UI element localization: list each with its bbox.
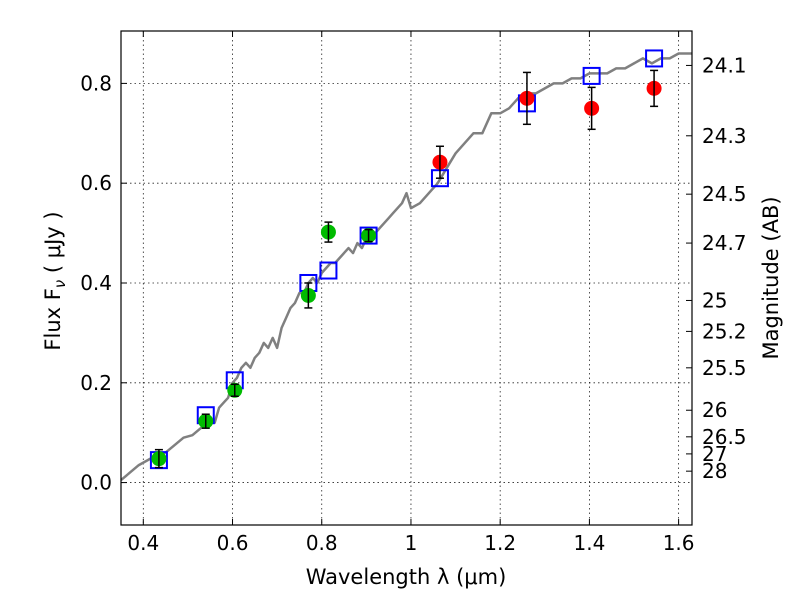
x-tick-label: 1.4 xyxy=(573,531,605,555)
x-tick-label: 1.6 xyxy=(663,531,695,555)
magnitude-tick-label: 25.2 xyxy=(702,319,747,343)
x-tick-label: 1.2 xyxy=(484,531,516,555)
model-photometry-square xyxy=(645,49,664,68)
y-axis-label: Flux Fν ( μJy ) xyxy=(41,211,69,350)
y-tick-label: 0.2 xyxy=(80,371,112,395)
magnitude-tick-label: 24.3 xyxy=(702,124,747,148)
magnitude-tick-label: 28 xyxy=(702,459,727,483)
magnitude-tick-label: 25.5 xyxy=(702,356,747,380)
data-point xyxy=(584,86,600,131)
data-point xyxy=(198,413,214,429)
data-point xyxy=(519,71,535,126)
model-photometry-layer xyxy=(149,49,664,470)
magnitude-tick-label: 25 xyxy=(702,288,727,312)
model-photometry-square xyxy=(319,261,338,280)
data-point xyxy=(151,448,167,469)
x-tick-label: 1 xyxy=(405,531,418,555)
magnitude-tick-label: 24.5 xyxy=(702,182,747,206)
observed-data-layer xyxy=(151,69,662,469)
y-axis: 0.0 0.2 0.4 0.6 0.8 xyxy=(80,71,127,495)
data-point xyxy=(300,282,316,309)
data-point xyxy=(361,228,377,244)
magnitude-tick-label: 26.5 xyxy=(702,425,747,449)
x-axis-label: Wavelength λ (μm) xyxy=(306,565,507,589)
y-axis-label-main: Flux F xyxy=(41,288,65,350)
magnitude-axis-label: Magnitude (AB) xyxy=(759,196,783,359)
y-axis-label-unit: ( μJy ) xyxy=(41,211,65,279)
model-photometry-square xyxy=(359,226,378,245)
x-tick-label: 0.6 xyxy=(217,531,249,555)
x-tick-label: 0.4 xyxy=(127,531,159,555)
y-tick-label: 0.0 xyxy=(80,471,112,495)
model-photometry-square xyxy=(582,66,601,85)
x-axis: 0.4 0.6 0.8 1 1.2 1.4 1.6 xyxy=(127,31,695,555)
data-point xyxy=(320,221,336,243)
y-axis-label-subscript: ν xyxy=(51,280,69,288)
magnitude-tick-label: 24.1 xyxy=(702,53,747,77)
data-point xyxy=(227,382,243,398)
x-tick-label: 0.8 xyxy=(306,531,338,555)
y-tick-label: 0.8 xyxy=(80,71,112,95)
magnitude-tick-label: 24.7 xyxy=(702,231,747,255)
grid xyxy=(121,31,692,525)
y-tick-label: 0.6 xyxy=(80,171,112,195)
data-point xyxy=(432,145,448,179)
y-tick-label: 0.4 xyxy=(80,271,112,295)
plot-frame xyxy=(120,30,693,526)
magnitude-tick-label: 27 xyxy=(702,442,727,466)
data-point xyxy=(646,69,662,108)
magnitude-tick-label: 26 xyxy=(702,398,727,422)
